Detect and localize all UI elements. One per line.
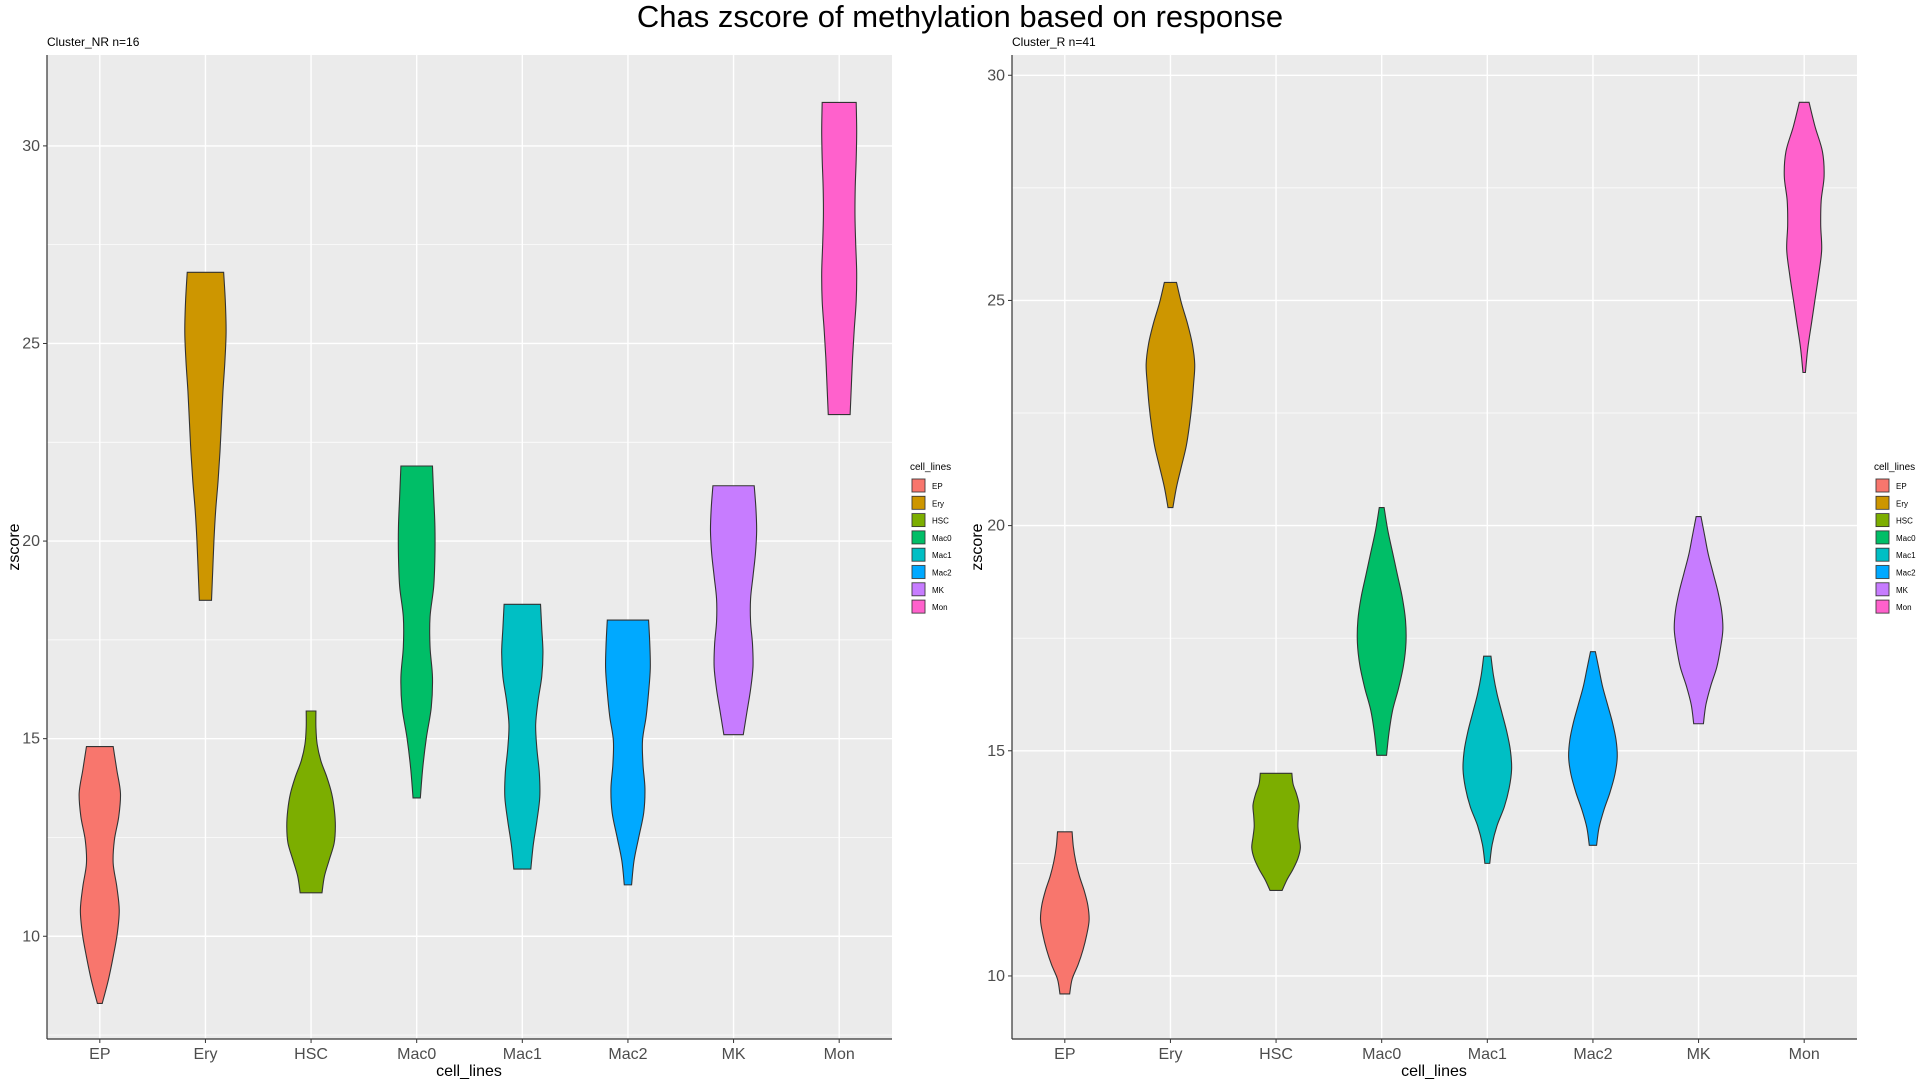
violin-ery bbox=[184, 271, 227, 601]
panel-subtitle: Cluster_R n=41 bbox=[1012, 35, 1096, 49]
legend-label: HSC bbox=[1896, 517, 1913, 526]
x-tick-label: Ery bbox=[1158, 1046, 1182, 1063]
y-tick-label: 30 bbox=[987, 67, 1005, 84]
legend-swatch-mon bbox=[911, 599, 926, 614]
legend-swatch-mac1 bbox=[1875, 547, 1890, 562]
legend-label: Mac1 bbox=[1896, 551, 1916, 560]
violin-ep bbox=[1039, 831, 1090, 995]
legend-title: cell_lines bbox=[1874, 462, 1915, 473]
x-tick-label: HSC bbox=[294, 1046, 328, 1063]
x-ticks: EP Ery HSC Mac0 Mac1 Mac2 MK Mon bbox=[1054, 1039, 1820, 1063]
x-tick-label: Mon bbox=[824, 1046, 855, 1063]
legend-swatch-mac0 bbox=[911, 530, 926, 545]
x-tick-label: MK bbox=[1687, 1046, 1711, 1063]
legend-label: Mon bbox=[1896, 603, 1912, 612]
legend-label: EP bbox=[932, 482, 943, 491]
violin-mk bbox=[1673, 516, 1724, 725]
violin-mac0 bbox=[397, 465, 436, 799]
y-tick-label: 30 bbox=[22, 138, 40, 155]
y-tick-label: 20 bbox=[22, 533, 40, 550]
legend-label: Mac2 bbox=[932, 569, 952, 578]
violin-ery bbox=[1145, 281, 1196, 509]
violin-mac0 bbox=[1356, 507, 1407, 756]
legend-label: EP bbox=[1896, 482, 1907, 491]
y-axis-label: zscore bbox=[6, 523, 23, 570]
violin-mac1 bbox=[1462, 655, 1513, 864]
x-axis-label: cell_lines bbox=[1401, 1063, 1467, 1080]
violin-ep bbox=[78, 746, 122, 1004]
chart-panel-cluster-nr: Cluster_NR n=16 10 15 20 25 30 EP Ery HSC Mac0 M… bbox=[6, 35, 952, 1080]
y-ticks: 10 15 20 25 30 bbox=[987, 67, 1012, 985]
x-tick-label: EP bbox=[89, 1046, 110, 1063]
legend-label: Ery bbox=[932, 499, 944, 508]
violin-mon bbox=[1783, 101, 1825, 374]
legend: cell_lines EP Ery HSC Mac0 Mac1 Mac2 MK Mon bbox=[910, 462, 952, 615]
legend-label: Mac0 bbox=[932, 534, 952, 543]
plot-background bbox=[47, 55, 892, 1039]
x-tick-label: Mac1 bbox=[1468, 1046, 1507, 1063]
y-ticks: 10 15 20 25 30 bbox=[22, 138, 47, 945]
legend-swatch-ery bbox=[1875, 495, 1890, 510]
y-tick-label: 10 bbox=[987, 968, 1005, 985]
violin-mac1 bbox=[501, 603, 544, 870]
violin-mon bbox=[821, 101, 858, 416]
x-tick-label: Mac2 bbox=[608, 1046, 647, 1063]
legend-label: Mac1 bbox=[932, 551, 952, 560]
x-tick-label: Mac2 bbox=[1573, 1046, 1612, 1063]
y-tick-label: 10 bbox=[22, 928, 40, 945]
legend-swatch-ep bbox=[1875, 478, 1890, 493]
y-tick-label: 15 bbox=[987, 743, 1005, 760]
legend-label: Mac0 bbox=[1896, 534, 1916, 543]
violin-hsc bbox=[1251, 772, 1301, 891]
y-tick-label: 15 bbox=[22, 731, 40, 748]
legend-swatch-hsc bbox=[1875, 513, 1890, 527]
violins bbox=[78, 101, 858, 1004]
plot-background bbox=[1012, 55, 1857, 1039]
legend-swatch-mac2 bbox=[911, 565, 926, 579]
y-tick-label: 20 bbox=[987, 518, 1005, 535]
x-ticks: EP Ery HSC Mac0 Mac1 Mac2 MK Mon bbox=[89, 1039, 855, 1063]
x-tick-label: Mon bbox=[1789, 1046, 1820, 1063]
legend-swatch-mac2 bbox=[1875, 565, 1890, 579]
legend-label: Mac2 bbox=[1896, 569, 1916, 578]
x-tick-label: Ery bbox=[193, 1046, 217, 1063]
x-tick-label: MK bbox=[722, 1046, 746, 1063]
legend-label: MK bbox=[1896, 586, 1909, 595]
legend-swatch-mon bbox=[1875, 599, 1890, 614]
y-axis-label: zscore bbox=[969, 523, 986, 570]
violin-mac2 bbox=[604, 619, 651, 886]
legend-title: cell_lines bbox=[910, 462, 951, 473]
y-tick-label: 25 bbox=[22, 335, 40, 352]
x-axis-label: cell_lines bbox=[436, 1063, 502, 1080]
x-tick-label: Mac1 bbox=[503, 1046, 542, 1063]
legend-label: HSC bbox=[932, 517, 949, 526]
legend: cell_lines EP Ery HSC Mac0 Mac1 Mac2 MK Mon bbox=[1874, 462, 1916, 615]
panel-subtitle: Cluster_NR n=16 bbox=[47, 35, 140, 49]
y-tick-label: 25 bbox=[987, 292, 1005, 309]
legend-swatch-mk bbox=[911, 582, 926, 597]
main-title: Chas zscore of methylation based on resp… bbox=[637, 0, 1283, 34]
violin-mk bbox=[709, 485, 758, 736]
legend-swatch-ep bbox=[911, 478, 926, 493]
x-tick-label: Mac0 bbox=[1362, 1046, 1401, 1063]
x-tick-label: Mac0 bbox=[397, 1046, 436, 1063]
legend-swatch-ery bbox=[911, 495, 926, 510]
x-tick-label: EP bbox=[1054, 1046, 1075, 1063]
x-tick-label: HSC bbox=[1259, 1046, 1293, 1063]
legend-swatch-mac1 bbox=[911, 547, 926, 562]
violin-hsc bbox=[286, 710, 336, 894]
legend-label: Mon bbox=[932, 603, 948, 612]
violin-mac2 bbox=[1568, 651, 1618, 846]
legend-swatch-hsc bbox=[911, 513, 926, 527]
legend-label: Ery bbox=[1896, 499, 1908, 508]
legend-swatch-mac0 bbox=[1875, 530, 1890, 545]
legend-label: MK bbox=[932, 586, 945, 595]
legend-swatch-mk bbox=[1875, 582, 1890, 597]
violins bbox=[1039, 101, 1825, 995]
chart-panel-cluster-r: Cluster_R n=41 10 15 20 25 30 EP Ery HSC Mac0 Ma… bbox=[969, 35, 1916, 1080]
